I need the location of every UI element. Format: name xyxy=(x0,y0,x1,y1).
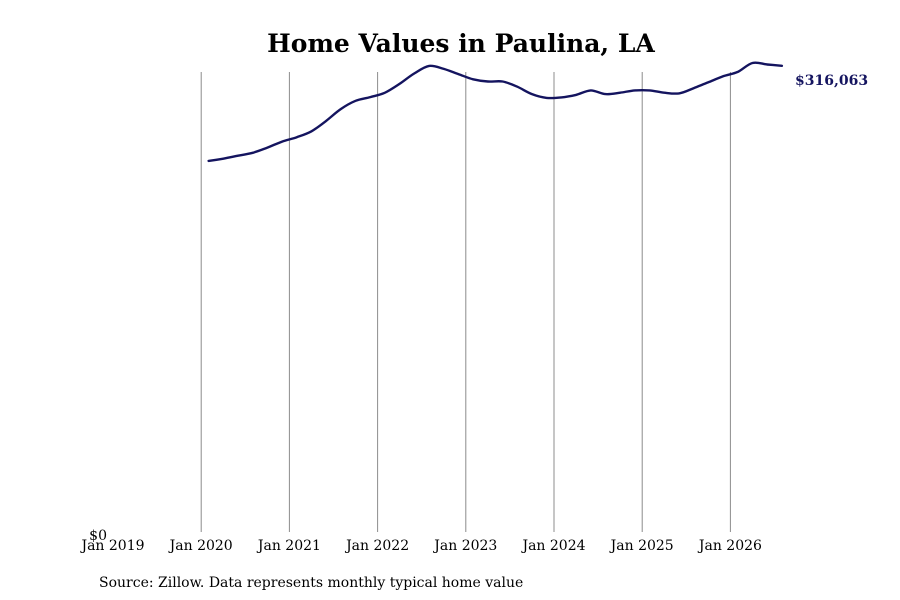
chart-title: Home Values in Paulina, LA xyxy=(267,29,655,58)
source-note: Source: Zillow. Data represents monthly … xyxy=(99,575,523,591)
x-axis-ticks: Jan 2019 Jan 2020 Jan 2021 Jan 2022 Jan 2023… xyxy=(79,538,762,554)
x-tick-label: Jan 2023 xyxy=(432,538,497,554)
x-tick-label: Jan 2020 xyxy=(168,538,233,554)
x-tick-label: Jan 2019 xyxy=(79,538,144,554)
x-tick-label: Jan 2024 xyxy=(520,538,585,554)
gridlines xyxy=(200,72,731,532)
y-axis-zero-label: $0 xyxy=(89,528,107,544)
latest-value-label: $316,063 xyxy=(795,73,868,89)
x-tick-label: Jan 2025 xyxy=(609,538,674,554)
x-tick-label: Jan 2022 xyxy=(344,538,409,554)
x-tick-label: Jan 2021 xyxy=(256,538,321,554)
home-value-line xyxy=(207,61,784,163)
x-tick-label: Jan 2026 xyxy=(697,538,762,554)
